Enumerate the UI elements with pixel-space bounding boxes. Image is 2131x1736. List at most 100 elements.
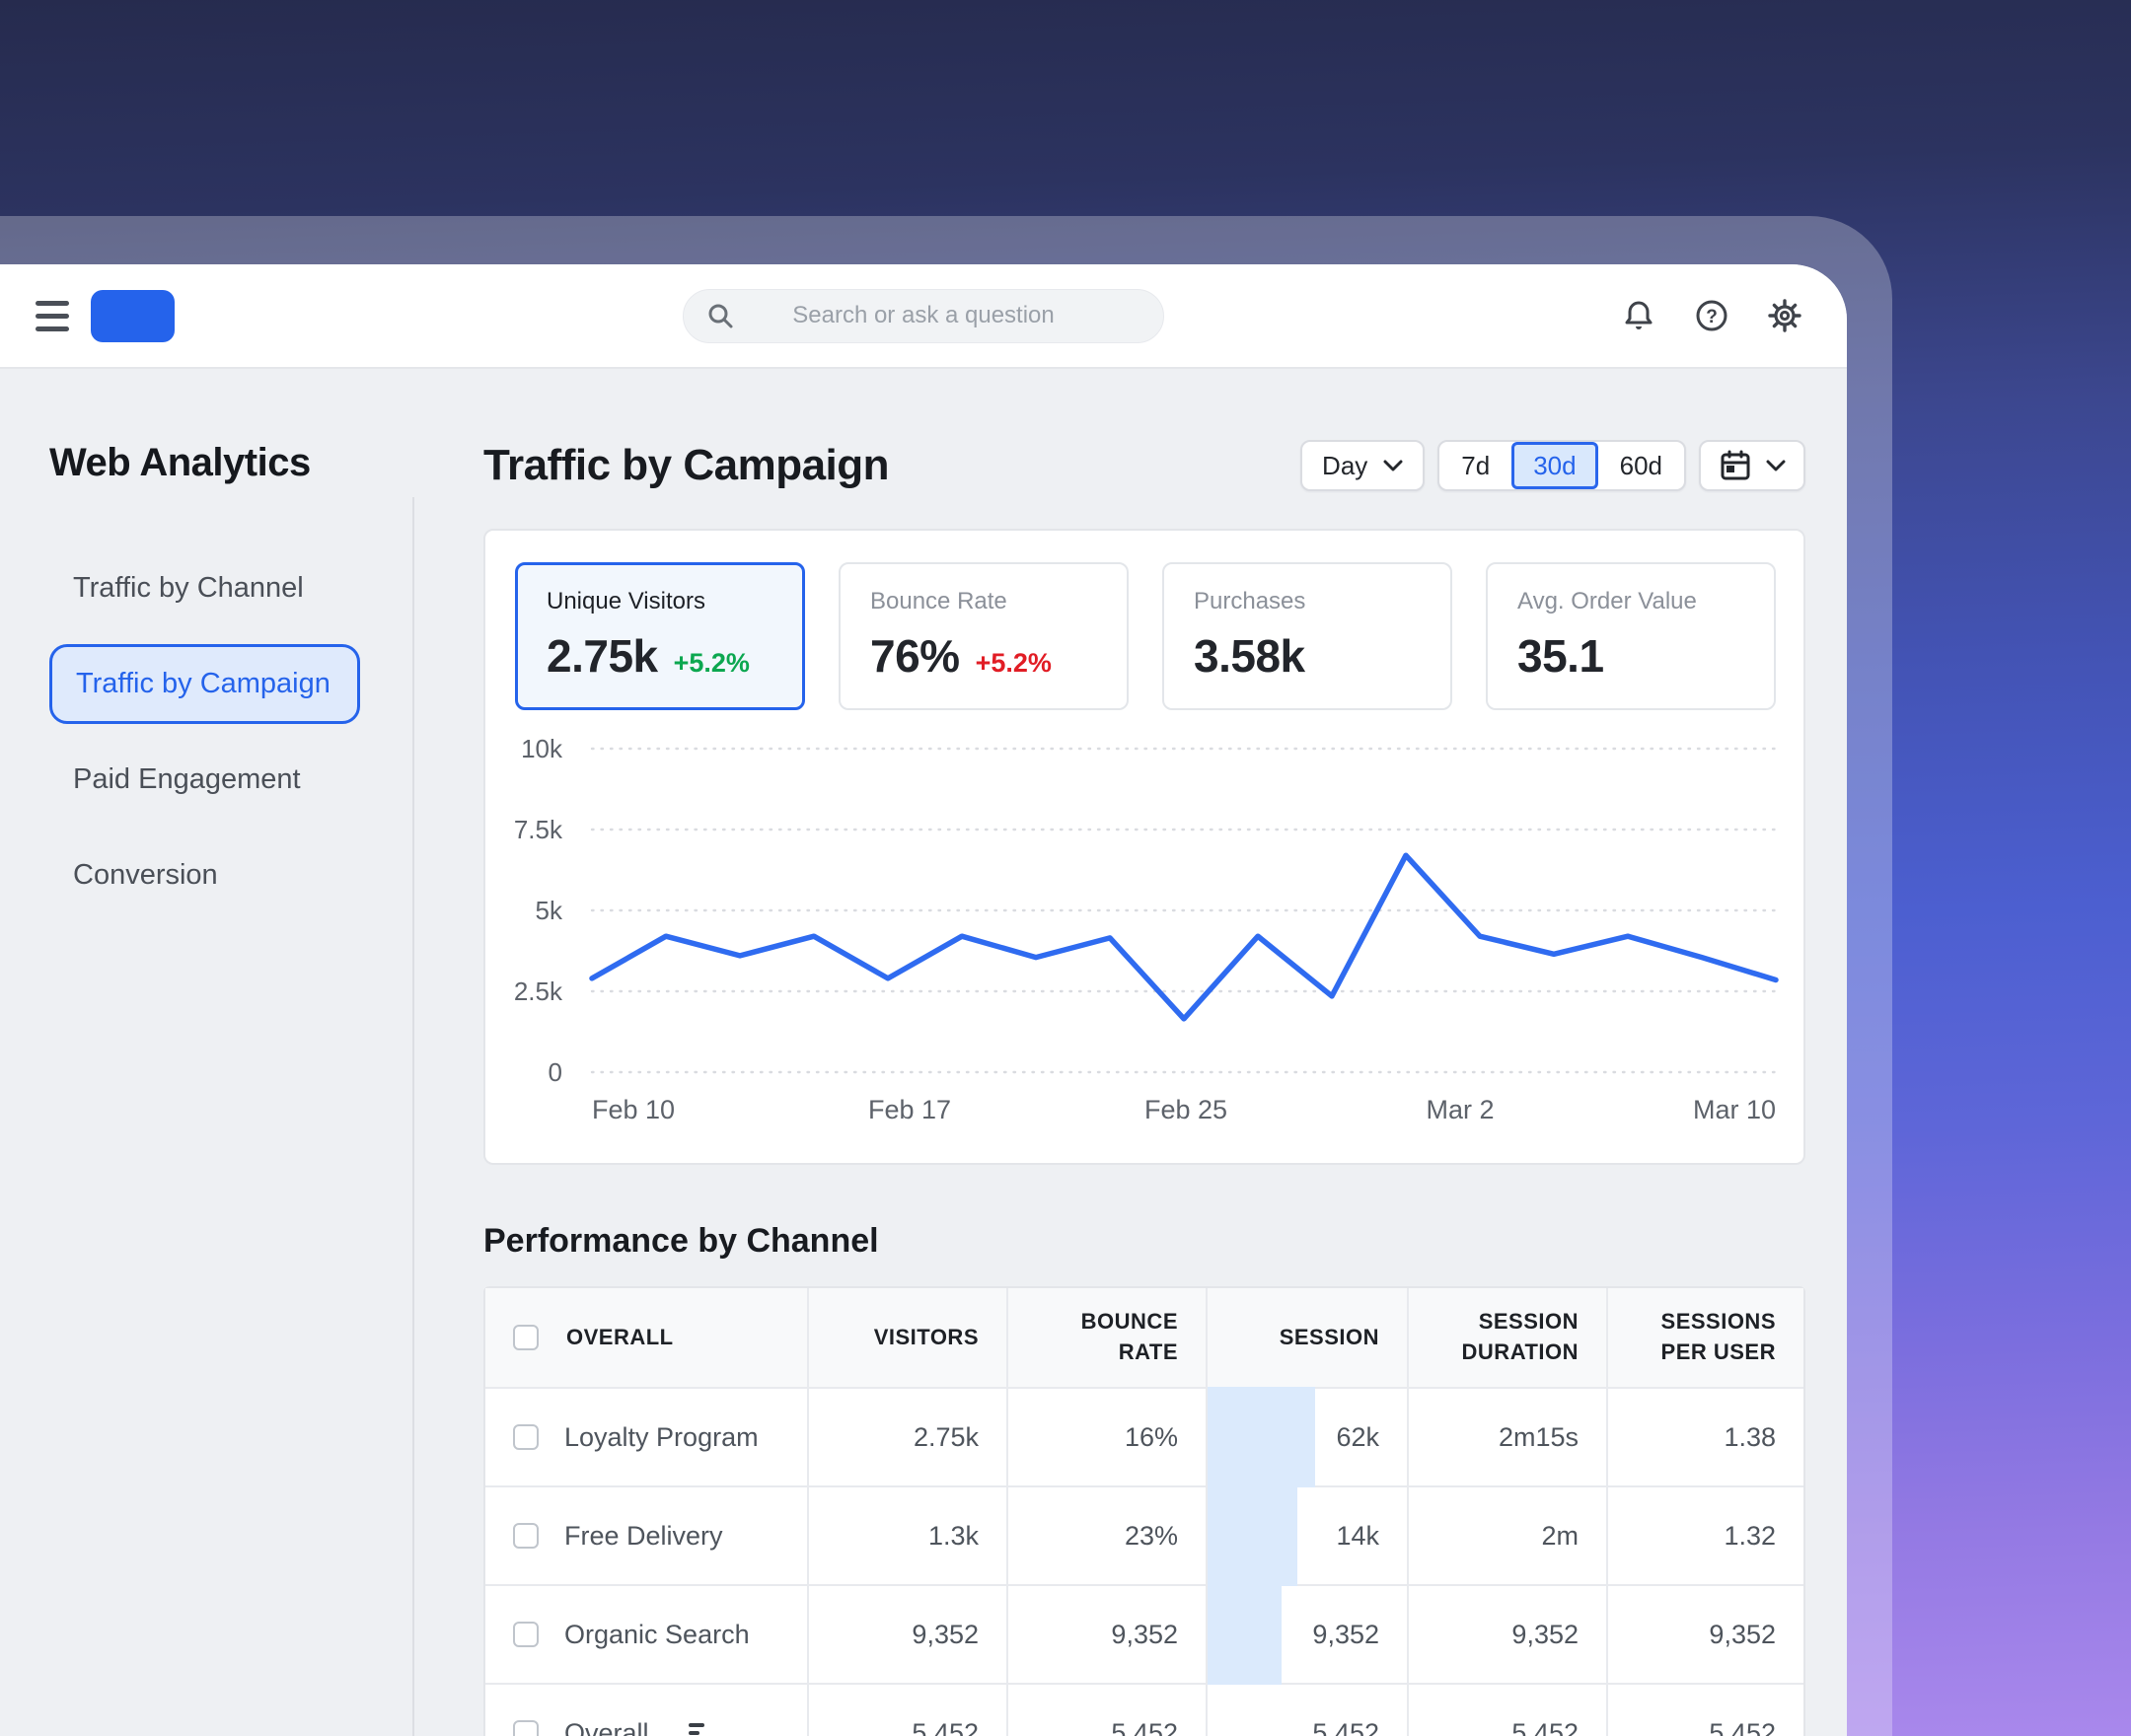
sidebar-title: Web Analytics xyxy=(49,441,311,484)
table-row-organic-search: Organic Search 9,352 9,352 9,352 9,352 9,352 xyxy=(485,1584,1803,1685)
x-tick: Feb 25 xyxy=(1144,1095,1227,1124)
topbar-icons: ? xyxy=(1620,297,1803,334)
column-header-visitors[interactable]: VISITORS xyxy=(809,1288,1008,1387)
column-header-bounce-rate[interactable]: BOUNCE RATE xyxy=(1008,1288,1208,1387)
table-body: Loyalty Program 2.75k 16% 62k 2m15s 1.38 Free … xyxy=(485,1387,1803,1736)
chevron-down-icon xyxy=(1383,460,1403,471)
visitors-line-series xyxy=(589,852,1779,1022)
kpi-label: Unique Visitors xyxy=(547,588,705,615)
search-placeholder: Search or ask a question xyxy=(792,302,1055,328)
select-all-checkbox[interactable] xyxy=(513,1325,539,1350)
kpi-card-unique-visitors[interactable]: Unique Visitors 2.75k +5.2% xyxy=(515,562,805,710)
gear-icon[interactable] xyxy=(1766,297,1803,334)
y-tick: 10k xyxy=(521,734,563,763)
range-segmented-control: 7d 30d 60d xyxy=(1437,440,1686,491)
kpi-delta: +5.2% xyxy=(975,648,1052,678)
sessions-per-user-cell: 1.32 xyxy=(1608,1487,1803,1584)
table-header-row: OVERALL VISITORS BOUNCE RATE SESSION SES… xyxy=(485,1288,1803,1387)
session-duration-cell: 5,452 xyxy=(1409,1685,1608,1736)
row-checkbox[interactable] xyxy=(513,1424,539,1450)
cell-value: 23% xyxy=(1124,1520,1178,1551)
channel-name: Loyalty Program xyxy=(564,1421,759,1452)
range-option-30d[interactable]: 30d xyxy=(1511,442,1598,489)
time-controls: Day 7d 30d 60d xyxy=(1300,440,1805,491)
sidebar-nav: Traffic by Channel Traffic by Campaign Pai… xyxy=(49,548,414,915)
row-checkbox[interactable] xyxy=(513,1622,539,1647)
cell-value: 2m15s xyxy=(1498,1421,1579,1452)
cell-value: 1.32 xyxy=(1724,1520,1776,1551)
y-tick: 0 xyxy=(549,1057,562,1087)
cell-value: 5,452 xyxy=(1709,1717,1776,1736)
kpi-card-avg-order-value[interactable]: Avg. Order Value 35.1 xyxy=(1486,562,1776,710)
session-duration-cell: 2m xyxy=(1409,1487,1608,1584)
cell-value: 2.75k xyxy=(913,1421,979,1452)
hamburger-menu-icon[interactable] xyxy=(36,300,69,331)
cell-value: 5,452 xyxy=(1511,1717,1579,1736)
session-heat-bar xyxy=(1208,1584,1282,1685)
x-tick: Mar 10 xyxy=(1693,1095,1776,1124)
help-icon[interactable]: ? xyxy=(1693,297,1730,334)
session-cell: 62k xyxy=(1208,1387,1409,1487)
sidebar-item-paid-engagement[interactable]: Paid Engagement xyxy=(73,763,301,795)
kpi-delta: +5.2% xyxy=(673,648,750,678)
search-icon xyxy=(708,304,733,328)
kpi-value: 35.1 xyxy=(1517,630,1604,682)
row-checkbox[interactable] xyxy=(513,1720,539,1736)
channel-name: Organic Search xyxy=(564,1619,750,1649)
cell-value: 5,452 xyxy=(912,1717,979,1736)
range-option-7d[interactable]: 7d xyxy=(1461,450,1491,480)
column-header-session[interactable]: SESSION xyxy=(1208,1288,1409,1387)
app-logo[interactable] xyxy=(91,289,175,342)
column-header-session-duration[interactable]: SESSION DURATION xyxy=(1409,1288,1608,1387)
kpi-value: 3.58k xyxy=(1194,630,1305,682)
content: Web Analytics Traffic by Channel Traffic … xyxy=(0,369,1847,1736)
sidebar-item-traffic-by-campaign[interactable]: Traffic by Campaign xyxy=(49,644,360,724)
cell-value: 5,452 xyxy=(1111,1717,1178,1736)
kpi-label: Avg. Order Value xyxy=(1517,588,1697,615)
channel-name: Overall xyxy=(564,1717,649,1736)
kpi-card-purchases[interactable]: Purchases 3.58k xyxy=(1162,562,1452,710)
table-row-overall: Overall 5,452 5,452 5,452 5,452 5,452 xyxy=(485,1683,1803,1736)
y-tick: 7.5k xyxy=(514,815,563,844)
svg-text:?: ? xyxy=(1706,307,1718,327)
sessions-per-user-cell: 1.38 xyxy=(1608,1389,1803,1485)
sidebar-item-traffic-by-channel[interactable]: Traffic by Channel xyxy=(73,572,304,604)
session-duration-cell: 9,352 xyxy=(1409,1586,1608,1683)
session-heat-bar xyxy=(1208,1387,1316,1487)
session-heat-bar xyxy=(1208,1485,1297,1586)
chart-y-axis-labels: 10k 7.5k 5k 2.5k 0 xyxy=(514,734,563,1087)
cell-value: 9,352 xyxy=(1511,1619,1579,1649)
page-title: Traffic by Campaign xyxy=(483,441,890,489)
chart-x-axis-labels: Feb 10 Feb 17 Feb 25 Mar 2 Mar 10 xyxy=(592,1095,1776,1124)
bounce-rate-cell: 16% xyxy=(1008,1389,1208,1485)
search-input[interactable]: Search or ask a question xyxy=(683,288,1164,343)
cell-value: 14k xyxy=(1336,1520,1379,1551)
date-picker-button[interactable] xyxy=(1699,440,1805,491)
sidebar-item-conversion[interactable]: Conversion xyxy=(73,859,218,891)
range-option-60d[interactable]: 60d xyxy=(1619,450,1662,480)
channel-name-cell: Loyalty Program xyxy=(485,1389,809,1485)
x-tick: Feb 10 xyxy=(592,1095,675,1124)
session-cell: 5,452 xyxy=(1208,1685,1409,1736)
kpi-label: Purchases xyxy=(1194,588,1306,615)
table-row-loyalty-program: Loyalty Program 2.75k 16% 62k 2m15s 1.38 xyxy=(485,1387,1803,1487)
main-header: Traffic by Campaign Day 7d 30d 60d xyxy=(483,440,1805,491)
bell-icon[interactable] xyxy=(1620,297,1657,334)
chevron-down-icon xyxy=(1766,460,1786,471)
sessions-per-user-cell: 9,352 xyxy=(1608,1586,1803,1683)
channel-name-cell: Overall xyxy=(485,1685,809,1736)
kpi-row: Unique Visitors 2.75k +5.2% Bounce Rate 76% +… xyxy=(515,562,1776,710)
cell-value: 5,452 xyxy=(1312,1717,1379,1736)
session-cell: 14k xyxy=(1208,1485,1409,1586)
bounce-rate-cell: 23% xyxy=(1008,1487,1208,1584)
granularity-value: Day xyxy=(1322,450,1368,480)
column-header-overall[interactable]: OVERALL xyxy=(485,1288,809,1387)
channel-name-cell: Organic Search xyxy=(485,1586,809,1683)
sidebar: Web Analytics Traffic by Channel Traffic … xyxy=(0,369,414,1736)
granularity-select[interactable]: Day xyxy=(1300,440,1426,491)
kpi-card-bounce-rate[interactable]: Bounce Rate 76% +5.2% xyxy=(839,562,1129,710)
visitors-cell: 1.3k xyxy=(809,1487,1008,1584)
row-checkbox[interactable] xyxy=(513,1523,539,1549)
column-header-sessions-per-user[interactable]: SESSIONS PER USER xyxy=(1660,1309,1776,1364)
sort-icon[interactable] xyxy=(688,1723,704,1736)
